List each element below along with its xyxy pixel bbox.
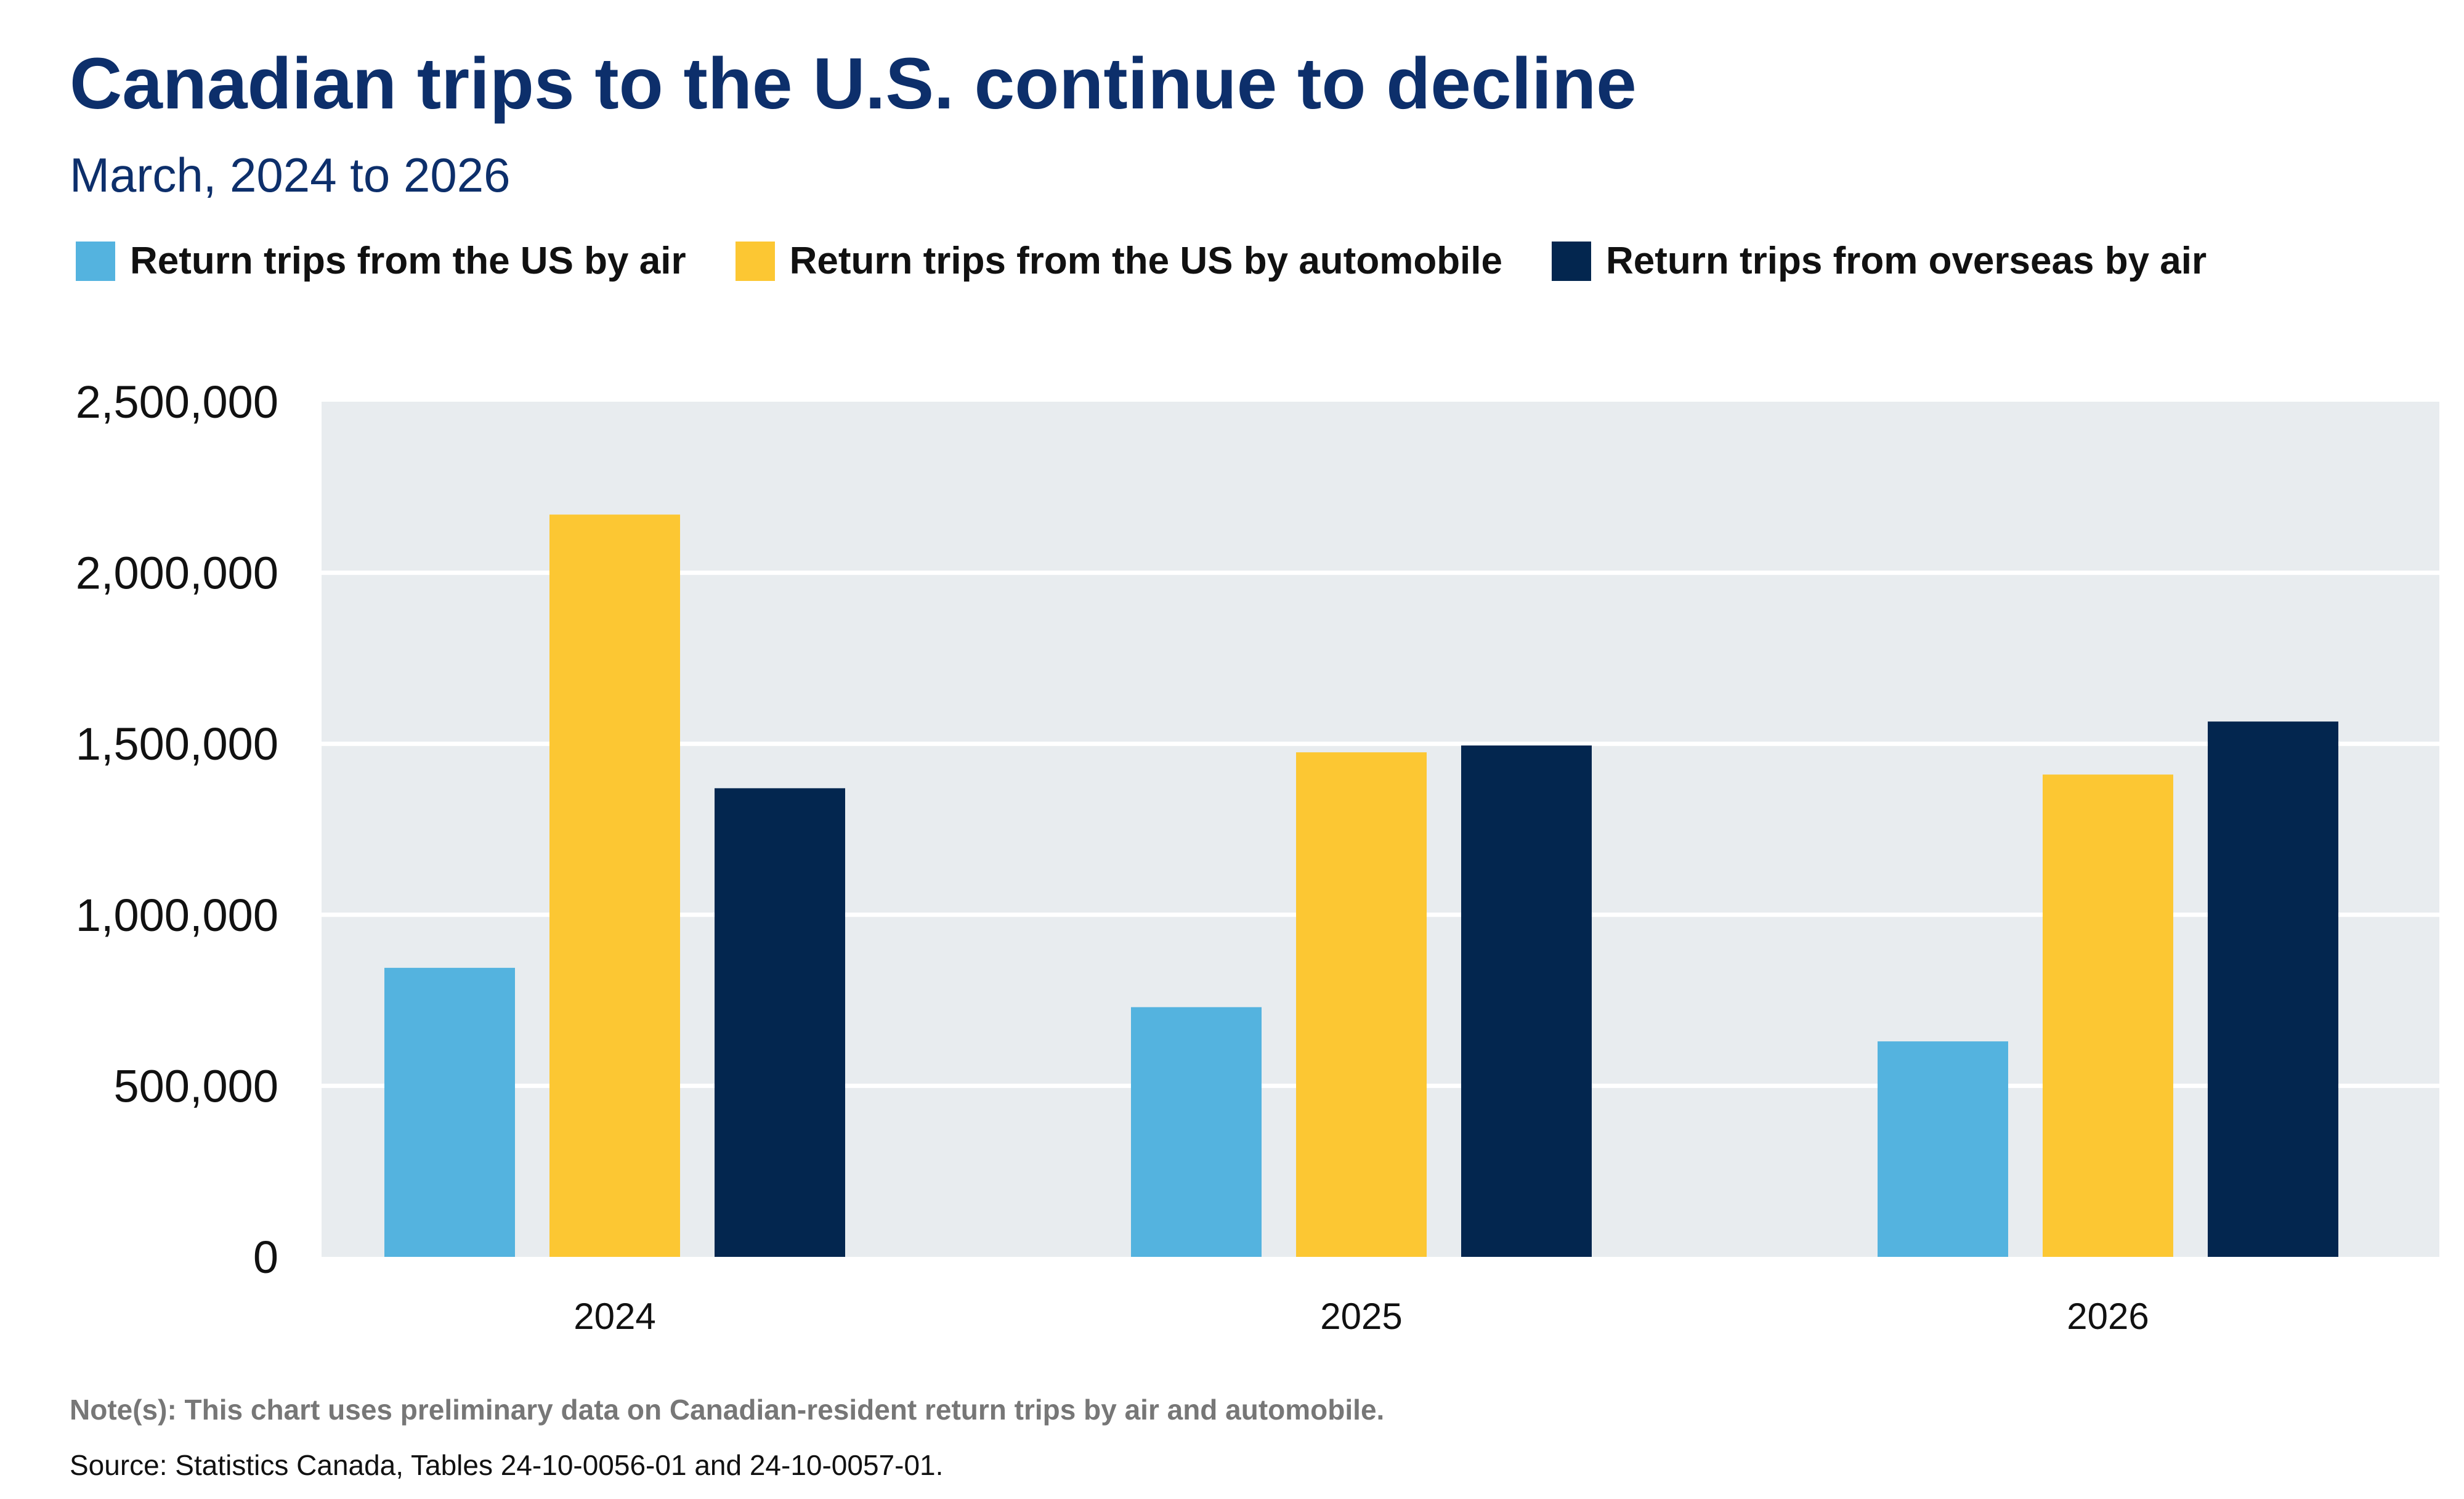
x-tick-label: 2025 bbox=[1320, 1296, 1402, 1337]
legend-item-us-automobile: Return trips from the US by automobile bbox=[735, 237, 1502, 286]
bar-us-air-2026 bbox=[1878, 1041, 2008, 1257]
chart-notes: Note(s): This chart uses preliminary dat… bbox=[70, 1394, 1385, 1426]
legend-label-us-air: Return trips from the US by air bbox=[130, 240, 686, 282]
legend-swatch-us-air bbox=[76, 242, 115, 281]
bar-overseas-air-2026 bbox=[2208, 721, 2338, 1257]
bar-us-automobile-2026 bbox=[2043, 774, 2173, 1257]
legend-item-overseas-air: Return trips from overseas by air bbox=[1552, 237, 2207, 286]
legend-item-us-air: Return trips from the US by air bbox=[76, 237, 686, 286]
y-tick-label: 0 bbox=[253, 1232, 278, 1283]
legend: Return trips from the US by air Return t… bbox=[76, 232, 2256, 291]
legend-swatch-us-automobile bbox=[735, 242, 775, 281]
bar-us-air-2025 bbox=[1131, 1007, 1262, 1257]
y-tick-label: 2,000,000 bbox=[76, 548, 278, 599]
bar-us-air-2024 bbox=[384, 967, 515, 1257]
y-tick-label: 2,500,000 bbox=[76, 376, 278, 428]
y-tick-label: 500,000 bbox=[114, 1060, 279, 1111]
bar-us-automobile-2024 bbox=[549, 514, 680, 1257]
bar-overseas-air-2024 bbox=[715, 788, 845, 1257]
legend-swatch-overseas-air bbox=[1552, 242, 1591, 281]
chart-source: Source: Statistics Canada, Tables 24-10-… bbox=[70, 1449, 944, 1481]
bar-overseas-air-2025 bbox=[1461, 745, 1592, 1257]
chart-subtitle: March, 2024 to 2026 bbox=[70, 148, 511, 202]
bar-us-automobile-2025 bbox=[1296, 752, 1427, 1257]
x-tick-label: 2024 bbox=[573, 1296, 655, 1337]
x-tick-label: 2026 bbox=[2067, 1296, 2149, 1337]
chart-title: Canadian trips to the U.S. continue to d… bbox=[70, 43, 1637, 124]
legend-label-us-automobile: Return trips from the US by automobile bbox=[789, 240, 1502, 282]
legend-label-overseas-air: Return trips from overseas by air bbox=[1606, 240, 2207, 282]
y-tick-label: 1,500,000 bbox=[76, 718, 278, 770]
y-tick-label: 1,000,000 bbox=[76, 890, 278, 941]
